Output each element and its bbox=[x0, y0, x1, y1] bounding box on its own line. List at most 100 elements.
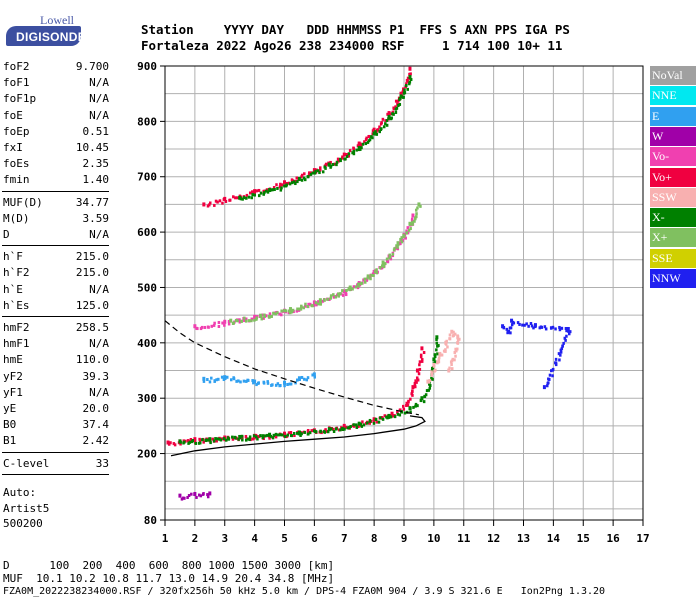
trace-point bbox=[307, 175, 310, 179]
trace-point bbox=[344, 153, 348, 157]
trace-point bbox=[397, 104, 400, 108]
param-value: 0.51 bbox=[82, 124, 110, 138]
trace-point bbox=[351, 287, 354, 291]
trace-point bbox=[359, 282, 363, 286]
trace-point bbox=[388, 253, 391, 257]
data-point bbox=[202, 202, 206, 207]
param-row: foEp 0.51 bbox=[3, 125, 109, 140]
trace-point bbox=[329, 294, 333, 298]
legend-item: SSW bbox=[650, 187, 696, 207]
trace-point bbox=[292, 432, 296, 436]
trace-point bbox=[414, 379, 417, 383]
y-tick-label: 600 bbox=[137, 226, 157, 239]
trace-point bbox=[352, 152, 356, 156]
trace-point bbox=[222, 437, 226, 441]
trace-point bbox=[384, 119, 387, 123]
data-point bbox=[357, 145, 361, 150]
data-point bbox=[297, 176, 301, 181]
trace-point bbox=[411, 220, 414, 224]
trace-point bbox=[257, 381, 260, 385]
trace-point bbox=[274, 432, 278, 436]
trace-point bbox=[251, 437, 255, 441]
trace-point bbox=[521, 323, 524, 327]
trace-point bbox=[276, 382, 280, 386]
trace-point bbox=[318, 171, 321, 175]
trace-point bbox=[287, 309, 291, 313]
trace-point bbox=[407, 228, 411, 232]
trace-point bbox=[418, 363, 421, 367]
x-tick-labels: 1 2 3 4 5 6 7 8 9 10 11 12 13 14 15 16 17 bbox=[162, 520, 650, 545]
trace-point bbox=[418, 367, 422, 371]
trace-point bbox=[378, 130, 381, 134]
trace-point bbox=[296, 180, 299, 184]
data-point bbox=[208, 491, 212, 496]
trace-point bbox=[408, 72, 411, 76]
trace-point bbox=[241, 438, 244, 442]
param-label: B0 bbox=[3, 418, 17, 432]
trace-point bbox=[560, 347, 564, 351]
trace-point bbox=[348, 288, 352, 292]
trace-point bbox=[448, 333, 452, 337]
trace-point bbox=[283, 434, 287, 438]
trace-point bbox=[380, 127, 383, 131]
trace-point bbox=[248, 437, 251, 441]
trace-point bbox=[417, 372, 421, 376]
trace-point bbox=[357, 284, 360, 288]
trace-point bbox=[213, 203, 216, 207]
trace-point bbox=[390, 116, 393, 120]
trace-point bbox=[198, 441, 202, 445]
trace-point bbox=[271, 383, 274, 387]
param-row: h`E N/A bbox=[3, 283, 109, 298]
param-value: 215.0 bbox=[75, 266, 109, 280]
trace-point bbox=[453, 358, 456, 362]
trace-point bbox=[416, 378, 420, 382]
trace-point bbox=[303, 430, 306, 434]
trace-point bbox=[509, 326, 513, 330]
digisonde-logo: Lowell DIGISONDE bbox=[6, 6, 86, 46]
trace-point bbox=[365, 421, 369, 425]
param-separator bbox=[2, 245, 109, 247]
trace-point bbox=[274, 383, 278, 387]
trace-point bbox=[210, 324, 213, 328]
data-point bbox=[288, 307, 292, 312]
trace-point bbox=[452, 333, 455, 337]
trace-point bbox=[414, 402, 418, 406]
trace-point bbox=[544, 327, 548, 331]
trace-point bbox=[263, 189, 267, 193]
trace-point bbox=[311, 373, 314, 377]
x-tick-label: 10 bbox=[427, 532, 440, 545]
y-tick-label: 80 bbox=[144, 514, 157, 527]
trace-point bbox=[554, 361, 557, 365]
trace-point bbox=[558, 358, 561, 362]
trace-point bbox=[272, 186, 276, 190]
y-tick-label: 700 bbox=[137, 171, 157, 184]
param-row: hmE 110.0 bbox=[3, 353, 109, 368]
trace-point bbox=[448, 337, 451, 341]
trace-point bbox=[518, 322, 521, 326]
trace-point bbox=[237, 379, 240, 383]
trace-point bbox=[209, 201, 212, 205]
trace-point bbox=[388, 255, 392, 259]
trace-point bbox=[564, 338, 567, 342]
trace-point bbox=[283, 309, 286, 313]
true-height-profile bbox=[170, 415, 426, 457]
trace-point bbox=[263, 313, 266, 317]
trace-9 bbox=[501, 318, 572, 390]
trace-point bbox=[239, 380, 242, 384]
param-row: fxI 10.45 bbox=[3, 141, 109, 156]
trace-point bbox=[281, 433, 284, 437]
trace-point bbox=[300, 304, 303, 308]
data-point bbox=[238, 434, 242, 439]
trace-point bbox=[268, 312, 272, 316]
trace-point bbox=[369, 277, 372, 281]
trace-point bbox=[279, 384, 282, 388]
trace-point bbox=[368, 421, 371, 425]
trace-point bbox=[300, 375, 304, 379]
trace-point bbox=[240, 434, 244, 438]
trace-point bbox=[286, 433, 290, 437]
param-label: h`Es bbox=[3, 298, 30, 312]
param-label: h`F2 bbox=[3, 266, 30, 280]
param-row: foF2 9.700 bbox=[3, 60, 109, 75]
y-tick-label: 900 bbox=[137, 60, 157, 73]
trace-point bbox=[398, 97, 402, 101]
